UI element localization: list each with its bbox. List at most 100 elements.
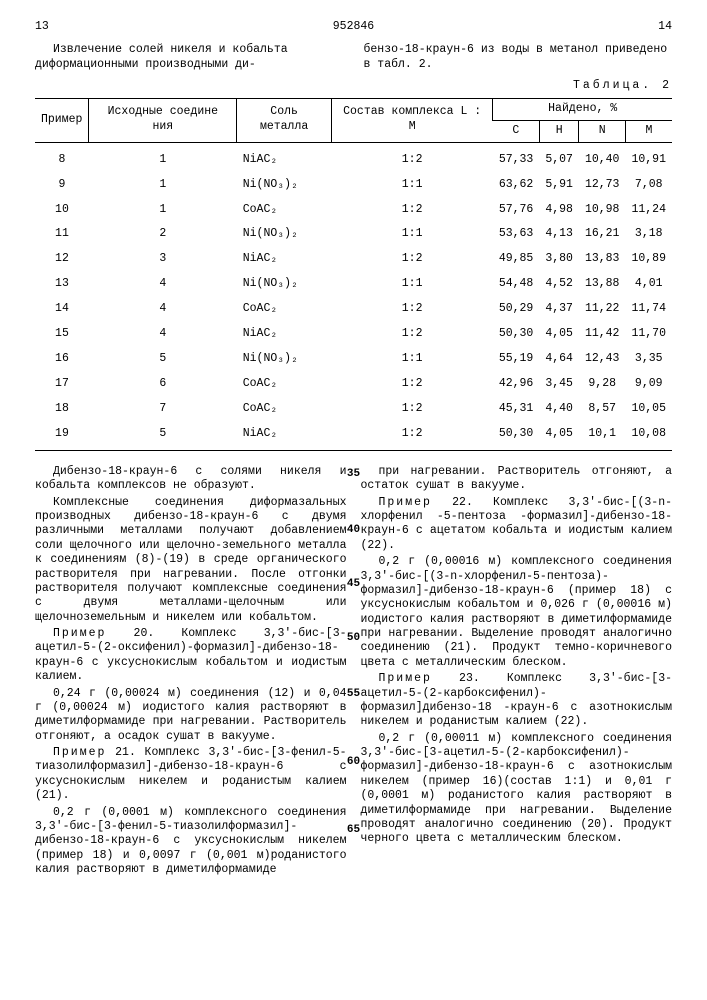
table-cell: 13: [35, 272, 89, 297]
table-cell: 50,30: [493, 422, 540, 450]
table-cell: 4,01: [625, 272, 672, 297]
table-cell: 12,43: [579, 347, 626, 372]
table-cell: 9,09: [625, 372, 672, 397]
th-n: N: [579, 120, 626, 142]
table-row: 176CoAC₂1:242,963,459,289,09: [35, 372, 672, 397]
para: Комплексные соединения диформазальных пр…: [35, 496, 347, 625]
para: Пример Пример 20. Комплекс 3,3'-бис-[3-а…: [35, 627, 347, 685]
table-cell: 4,52: [539, 272, 579, 297]
table-row: 165Ni(NO₃)₂1:155,194,6412,433,35: [35, 347, 672, 372]
table-row: 123NiAC₂1:249,853,8013,8310,89: [35, 247, 672, 272]
doc-number: 952846: [333, 20, 374, 35]
para: Дибензо-18-краун-6 с солями никеля и коб…: [35, 465, 347, 494]
table-cell: 10,98: [579, 198, 626, 223]
table-cell: 57,33: [493, 142, 540, 172]
table-cell: Ni(NO₃)₂: [237, 347, 332, 372]
table-row: 187CoAC₂1:245,314,408,5710,05: [35, 397, 672, 422]
table-body: 81NiAC₂1:257,335,0710,4010,9191Ni(NO₃)₂1…: [35, 142, 672, 450]
th-ratio: Состав комплекса L : M: [331, 98, 492, 142]
table-cell: 10,08: [625, 422, 672, 450]
table-cell: 4,40: [539, 397, 579, 422]
table-cell: 1:2: [331, 422, 492, 450]
table-cell: CoAC₂: [237, 198, 332, 223]
line-number-marker: 60: [347, 755, 360, 769]
table-cell: 12: [35, 247, 89, 272]
table-cell: 4,05: [539, 422, 579, 450]
doc-header: 13 952846 14: [35, 20, 672, 35]
para: Пример 21. Комплекс 3,3'-бис-[3-фенил-5-…: [35, 746, 347, 804]
table-row: 134Ni(NO₃)₂1:154,484,5213,884,01: [35, 272, 672, 297]
table-cell: 13,88: [579, 272, 626, 297]
table-cell: 1:2: [331, 142, 492, 172]
table-cell: 1:2: [331, 397, 492, 422]
table-cell: NiAC₂: [237, 142, 332, 172]
table-cell: 8,57: [579, 397, 626, 422]
table-cell: 9: [35, 173, 89, 198]
table-row: 101CoAC₂1:257,764,9810,9811,24: [35, 198, 672, 223]
data-table: Пример Исходные соедине ния Соль металла…: [35, 98, 672, 451]
th-source: Исходные соедине ния: [89, 98, 237, 142]
table-cell: 49,85: [493, 247, 540, 272]
para: при нагревании. Растворитель отгоняют, а…: [361, 465, 673, 494]
table-cell: 54,48: [493, 272, 540, 297]
table-cell: 4,64: [539, 347, 579, 372]
page-number-right: 14: [658, 20, 672, 35]
line-number-marker: 65: [347, 823, 360, 837]
table-cell: 1:1: [331, 222, 492, 247]
page-number-left: 13: [35, 20, 49, 35]
th-c: C: [493, 120, 540, 142]
table-cell: 63,62: [493, 173, 540, 198]
table-cell: 1:2: [331, 198, 492, 223]
table-cell: 10,05: [625, 397, 672, 422]
table-cell: 57,76: [493, 198, 540, 223]
table-cell: 1:2: [331, 297, 492, 322]
table-cell: 8: [35, 142, 89, 172]
line-number-marker: 55: [347, 687, 360, 701]
table-cell: 1: [89, 198, 237, 223]
table-row: 144CoAC₂1:250,294,3711,2211,74: [35, 297, 672, 322]
table-cell: 3,80: [539, 247, 579, 272]
table-cell: 3,45: [539, 372, 579, 397]
line-number-marker: 50: [347, 631, 360, 645]
table-cell: 4: [89, 272, 237, 297]
table-cell: 10,1: [579, 422, 626, 450]
table-cell: 11,24: [625, 198, 672, 223]
th-found: Найдено, %: [493, 98, 672, 120]
line-number-marker: 45: [347, 577, 360, 591]
table-cell: 3,18: [625, 222, 672, 247]
para: 0,2 г (0,0001 м) комплексного соединения…: [35, 806, 347, 878]
th-m: M: [625, 120, 672, 142]
table-cell: 12,73: [579, 173, 626, 198]
table-cell: 18: [35, 397, 89, 422]
table-cell: 3: [89, 247, 237, 272]
table-cell: 11: [35, 222, 89, 247]
line-number-marker: 40: [347, 523, 360, 537]
table-cell: NiAC₂: [237, 247, 332, 272]
table-cell: 5: [89, 422, 237, 450]
table-cell: 1: [89, 142, 237, 172]
table-cell: 11,70: [625, 322, 672, 347]
para: 0,2 г (0,00011 м) комплексного соединени…: [361, 732, 673, 847]
table-cell: 4,13: [539, 222, 579, 247]
table-cell: 11,74: [625, 297, 672, 322]
table-cell: CoAC₂: [237, 372, 332, 397]
table-cell: 50,29: [493, 297, 540, 322]
table-cell: 4,05: [539, 322, 579, 347]
table-cell: NiAC₂: [237, 422, 332, 450]
table-row: 91Ni(NO₃)₂1:163,625,9112,737,08: [35, 173, 672, 198]
table-cell: 11,22: [579, 297, 626, 322]
intro-right: бензо-18-краун-6 из воды в метанол приве…: [364, 43, 673, 73]
table-cell: 10,40: [579, 142, 626, 172]
table-cell: 16: [35, 347, 89, 372]
table-cell: 5,91: [539, 173, 579, 198]
table-cell: 1: [89, 173, 237, 198]
table-cell: 53,63: [493, 222, 540, 247]
table-row: 195NiAC₂1:250,304,0510,110,08: [35, 422, 672, 450]
para: Пример 23. Комплекс 3,3'-бис-[3-ацетил-5…: [361, 672, 673, 730]
table-cell: 11,42: [579, 322, 626, 347]
table-cell: 9,28: [579, 372, 626, 397]
body-col-right: при нагревании. Растворитель отгоняют, а…: [361, 465, 673, 880]
table-cell: 16,21: [579, 222, 626, 247]
table-cell: 7,08: [625, 173, 672, 198]
table-cell: 1:2: [331, 372, 492, 397]
